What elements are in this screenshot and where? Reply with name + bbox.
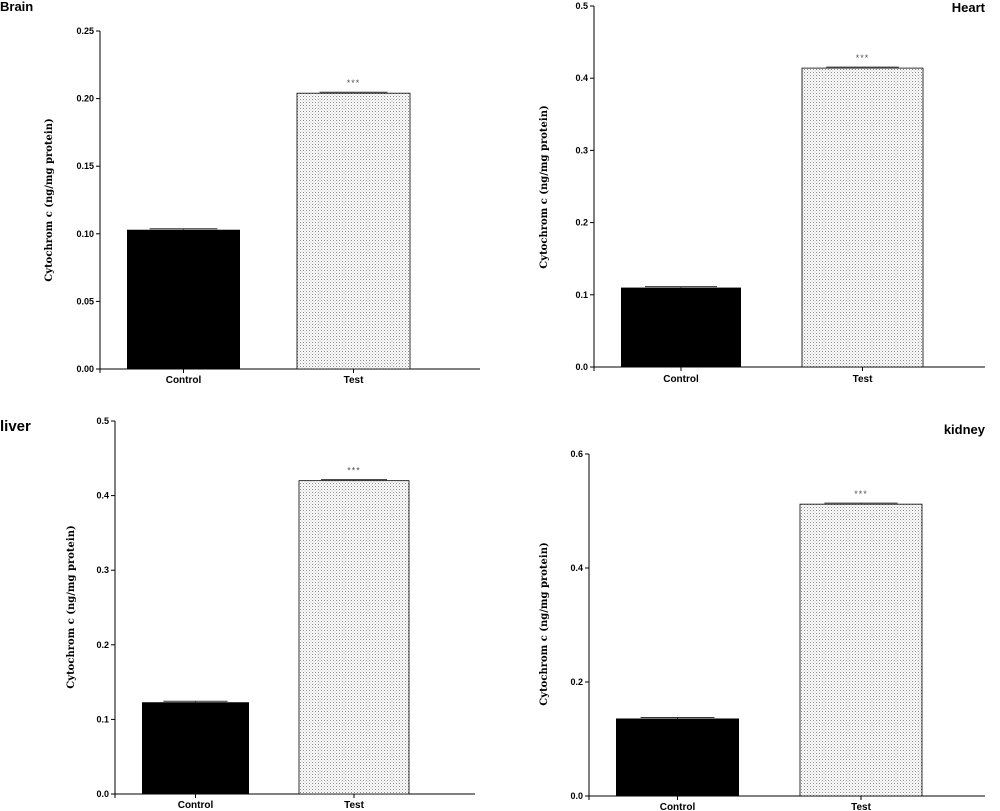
y-tick-label: 0.05 [76, 296, 94, 306]
bar-test [799, 503, 923, 797]
panel-title: liver [0, 418, 31, 435]
y-tick-label: 0.0 [575, 362, 588, 372]
x-tick-label: Test [853, 374, 873, 385]
x-tick-label: Control [663, 374, 699, 385]
y-tick-label: 0.5 [96, 416, 109, 426]
y-tick-label: 0.1 [96, 714, 109, 724]
x-tick-label: Control [166, 375, 202, 386]
significance-label: *** [347, 466, 361, 476]
x-tick-label: Control [660, 802, 696, 811]
chart-panel-3: kidney Cytochrom c (ng/mg protein) 0.0 0.2 0… [539, 422, 986, 811]
y-tick-label: 0.2 [96, 640, 109, 650]
y-tick-label: 0.3 [575, 145, 588, 155]
x-tick-label: Test [344, 375, 364, 386]
y-tick-label: 0.0 [96, 789, 109, 799]
y-tick-label: 0.15 [76, 161, 94, 171]
y-tick-label: 0.6 [570, 449, 583, 459]
significance-label: *** [856, 53, 870, 63]
panel-title: Brain [0, 0, 33, 14]
y-tick-label: 0.0 [570, 791, 583, 801]
x-tick-label: Control [178, 800, 214, 811]
y-tick-label: 0.10 [76, 229, 94, 239]
y-tick-label: 0.00 [76, 364, 94, 374]
bar-control [142, 702, 249, 794]
bar-test [298, 480, 410, 795]
bar-test [296, 92, 411, 370]
y-axis-label: Cytochrom c (ng/mg protein) [44, 118, 55, 281]
chart-panel-1: Heart Cytochrom c (ng/mg protein) 0.0 0.1 0.… [539, 0, 986, 385]
x-tick-label: Test [344, 800, 364, 811]
y-axis-label: Cytochrom c (ng/mg protein) [539, 105, 550, 268]
significance-label: *** [854, 489, 868, 499]
chart-panel-0: Brain Cytochrom c (ng/mg protein) 0.00 0.05… [0, 0, 480, 386]
y-tick-label: 0.2 [575, 218, 588, 228]
y-tick-label: 0.3 [96, 565, 109, 575]
y-tick-label: 0.1 [575, 290, 588, 300]
bar-test [801, 67, 924, 368]
x-tick-label: Test [851, 802, 871, 811]
y-tick-label: 0.2 [570, 677, 583, 687]
significance-label: *** [347, 78, 361, 88]
y-tick-label: 0.4 [575, 73, 588, 83]
y-tick-label: 0.25 [76, 26, 94, 36]
y-axis-label: Cytochrom c (ng/mg protein) [66, 525, 77, 688]
panel-title: Heart [952, 0, 986, 15]
panel-title: kidney [944, 422, 986, 437]
bar-control [127, 229, 240, 369]
bar-control [616, 718, 739, 796]
y-tick-label: 0.5 [575, 1, 588, 11]
chart-panel-2: liver Cytochrom c (ng/mg protein) 0.0 0.1 0.… [0, 416, 475, 811]
y-tick-label: 0.4 [570, 563, 583, 573]
y-tick-label: 0.4 [96, 491, 109, 501]
y-axis-label: Cytochrom c (ng/mg protein) [539, 542, 550, 705]
y-tick-label: 0.20 [76, 94, 94, 104]
bar-control [621, 287, 741, 367]
